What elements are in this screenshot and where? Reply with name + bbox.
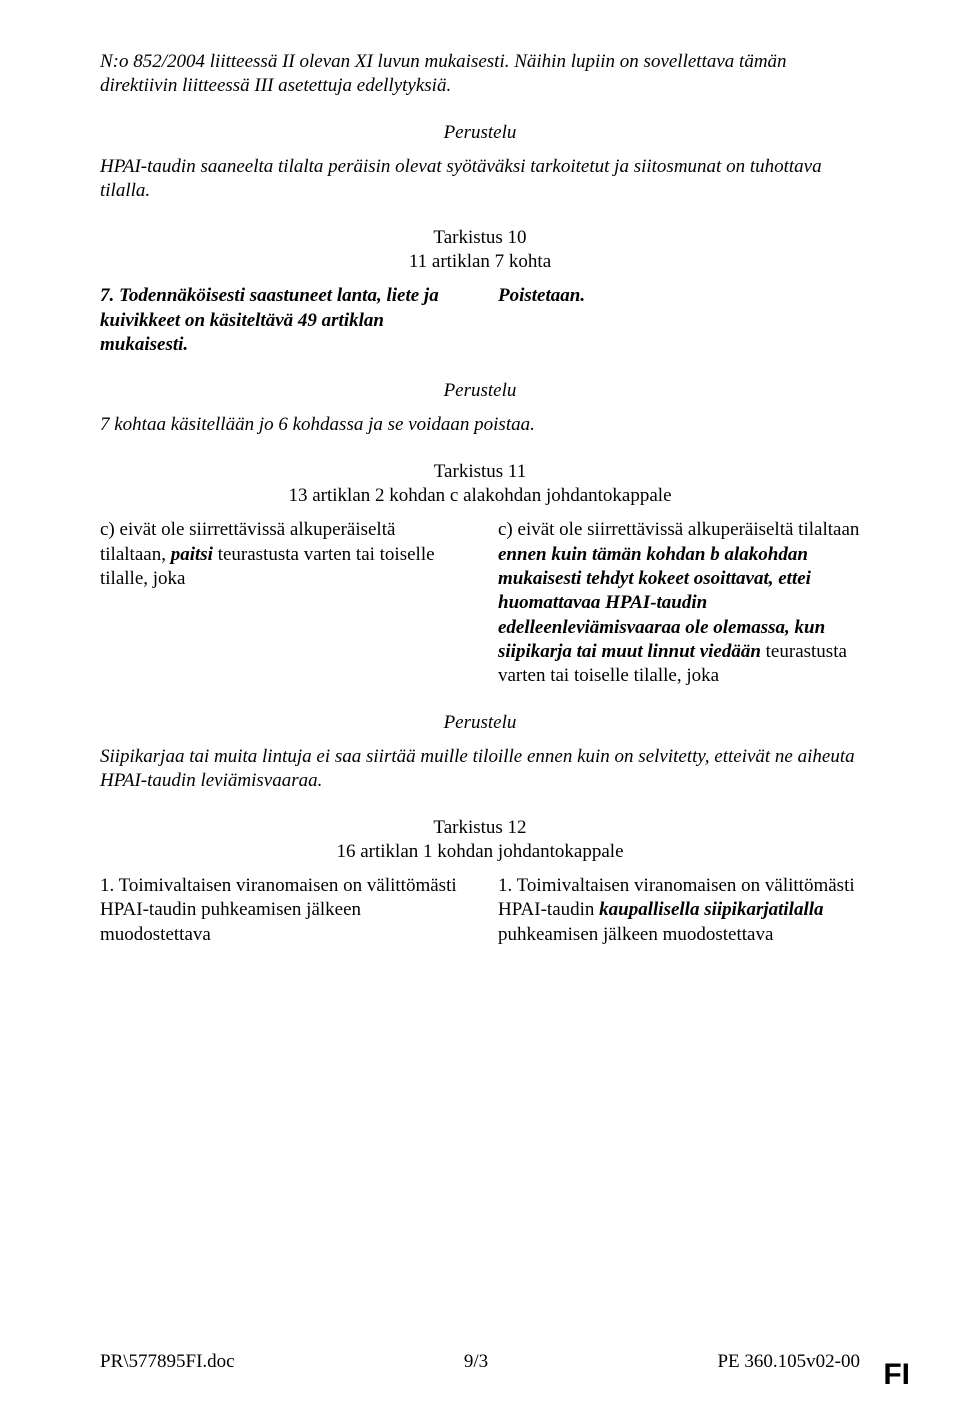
tarkistus11-left: c) eivät ole siirrettävissä alkuperäisel… bbox=[100, 518, 462, 688]
tarkistus12-heading-l1: Tarkistus 12 bbox=[433, 817, 526, 838]
tarkistus11-columns: c) eivät ole siirrettävissä alkuperäisel… bbox=[100, 518, 860, 688]
tarkistus10-heading-l2: 11 artiklan 7 kohta bbox=[409, 251, 551, 272]
tarkistus10-right: Poistetaan. bbox=[498, 284, 860, 357]
tarkistus10-rationale: 7 kohtaa käsitellään jo 6 kohdassa ja se… bbox=[100, 413, 860, 437]
tarkistus10-columns: 7. Todennäköisesti saastuneet lanta, lie… bbox=[100, 284, 860, 357]
tarkistus10-perustelu-heading: Perustelu bbox=[100, 379, 860, 403]
footer-right: PE 360.105v02-00 bbox=[717, 1350, 860, 1374]
tarkistus11-heading: Tarkistus 11 13 artiklan 2 kohdan c alak… bbox=[100, 460, 860, 509]
tarkistus11-right-pre: c) eivät ole siirrettävissä alkuperäisel… bbox=[498, 519, 859, 540]
tarkistus11-heading-l1: Tarkistus 11 bbox=[434, 461, 526, 482]
tarkistus11-heading-l2: 13 artiklan 2 kohdan c alakohdan johdant… bbox=[288, 485, 671, 506]
tarkistus12-columns: 1. Toimivaltaisen viranomaisen on välitt… bbox=[100, 874, 860, 947]
block1-opening: N:o 852/2004 liitteessä II olevan XI luv… bbox=[100, 50, 860, 99]
block1-rationale: HPAI-taudin saaneelta tilalta peräisin o… bbox=[100, 155, 860, 204]
tarkistus12-heading-l2: 16 artiklan 1 kohdan johdantokappale bbox=[336, 841, 623, 862]
tarkistus11-right: c) eivät ole siirrettävissä alkuperäisel… bbox=[498, 518, 860, 688]
footer-left: PR\577895FI.doc bbox=[100, 1350, 235, 1374]
footer-center: 9/3 bbox=[464, 1350, 488, 1374]
tarkistus10-heading: Tarkistus 10 11 artiklan 7 kohta bbox=[100, 226, 860, 275]
tarkistus12-right: 1. Toimivaltaisen viranomaisen on välitt… bbox=[498, 874, 860, 947]
footer-fi: FI bbox=[883, 1356, 910, 1394]
tarkistus12-right-post: puhkeamisen jälkeen muodostettava bbox=[498, 924, 773, 945]
tarkistus10-heading-l1: Tarkistus 10 bbox=[433, 227, 526, 248]
tarkistus12-left: 1. Toimivaltaisen viranomaisen on välitt… bbox=[100, 874, 462, 947]
tarkistus10-left: 7. Todennäköisesti saastuneet lanta, lie… bbox=[100, 284, 462, 357]
document-page: N:o 852/2004 liitteessä II olevan XI luv… bbox=[0, 0, 960, 1422]
tarkistus12-heading: Tarkistus 12 16 artiklan 1 kohdan johdan… bbox=[100, 816, 860, 865]
page-footer: PR\577895FI.doc 9/3 PE 360.105v02-00 bbox=[100, 1350, 860, 1374]
tarkistus11-left-bi: paitsi bbox=[171, 544, 213, 565]
block1-perustelu-heading: Perustelu bbox=[100, 121, 860, 145]
tarkistus12-right-bi: kaupallisella siipikarjatilalla bbox=[599, 899, 823, 920]
tarkistus11-rationale: Siipikarjaa tai muita lintuja ei saa sii… bbox=[100, 745, 860, 794]
tarkistus11-perustelu-heading: Perustelu bbox=[100, 711, 860, 735]
